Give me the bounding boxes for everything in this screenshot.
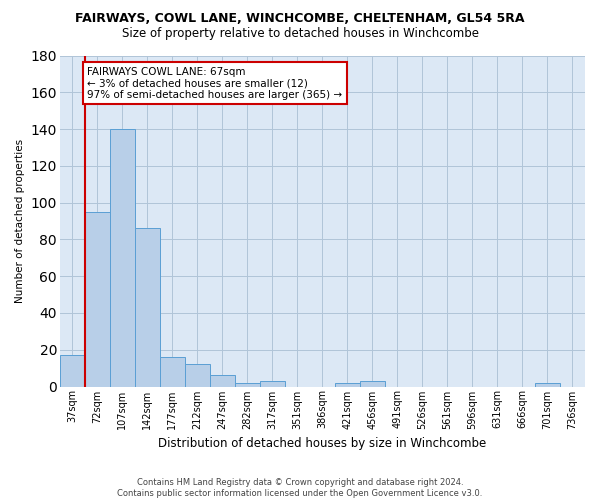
Text: FAIRWAYS COWL LANE: 67sqm
← 3% of detached houses are smaller (12)
97% of semi-d: FAIRWAYS COWL LANE: 67sqm ← 3% of detach… xyxy=(88,66,343,100)
Bar xyxy=(210,376,235,386)
Bar xyxy=(160,357,185,386)
Bar xyxy=(535,383,560,386)
Bar xyxy=(110,129,135,386)
Bar xyxy=(135,228,160,386)
Bar xyxy=(60,356,85,386)
Bar xyxy=(235,383,260,386)
Bar xyxy=(260,381,285,386)
X-axis label: Distribution of detached houses by size in Winchcombe: Distribution of detached houses by size … xyxy=(158,437,487,450)
Bar xyxy=(185,364,210,386)
Bar xyxy=(335,383,360,386)
Y-axis label: Number of detached properties: Number of detached properties xyxy=(15,139,25,303)
Bar xyxy=(360,381,385,386)
Text: FAIRWAYS, COWL LANE, WINCHCOMBE, CHELTENHAM, GL54 5RA: FAIRWAYS, COWL LANE, WINCHCOMBE, CHELTEN… xyxy=(75,12,525,26)
Bar xyxy=(85,212,110,386)
Text: Contains HM Land Registry data © Crown copyright and database right 2024.
Contai: Contains HM Land Registry data © Crown c… xyxy=(118,478,482,498)
Text: Size of property relative to detached houses in Winchcombe: Size of property relative to detached ho… xyxy=(121,28,479,40)
